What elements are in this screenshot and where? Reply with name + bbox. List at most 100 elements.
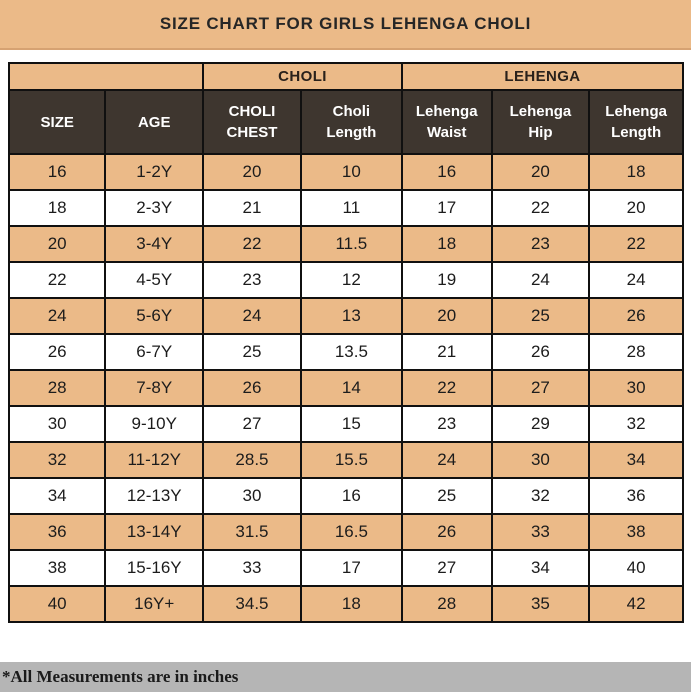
table-cell: 30 bbox=[490, 441, 591, 479]
table-cell: 19 bbox=[400, 261, 493, 299]
column-header-lehenga-waist: Lehenga Waist bbox=[400, 89, 493, 155]
table-row: 22 4-5Y 23 12 19 24 24 bbox=[7, 261, 684, 299]
table-cell: 18 bbox=[588, 153, 684, 191]
table-cell: 16 bbox=[7, 153, 107, 191]
table-row: 26 6-7Y 25 13.5 21 26 28 bbox=[7, 333, 684, 371]
table-cell: 9-10Y bbox=[104, 405, 205, 443]
table-cell: 20 bbox=[202, 153, 302, 191]
table-cell: 18 bbox=[400, 225, 493, 263]
table-cell: 33 bbox=[490, 513, 591, 551]
table-row: 20 3-4Y 22 11.5 18 23 22 bbox=[7, 225, 684, 263]
title-banner: SIZE CHART FOR GIRLS LEHENGA CHOLI bbox=[0, 0, 691, 50]
table-cell: 26 bbox=[490, 333, 591, 371]
table-cell: 22 bbox=[588, 225, 684, 263]
table-cell: 22 bbox=[7, 261, 107, 299]
table-cell: 38 bbox=[588, 513, 684, 551]
table-cell: 20 bbox=[7, 225, 107, 263]
table-cell: 32 bbox=[7, 441, 107, 479]
table-cell: 40 bbox=[7, 585, 107, 623]
table-cell: 22 bbox=[400, 369, 493, 407]
column-header-size: SIZE bbox=[7, 89, 107, 155]
column-header-row: SIZE AGE CHOLI CHEST Choli Length Lehenga Wa… bbox=[7, 89, 684, 155]
table-cell: 10 bbox=[299, 153, 403, 191]
table-cell: 21 bbox=[202, 189, 302, 227]
table-cell: 12 bbox=[299, 261, 403, 299]
table-cell: 42 bbox=[588, 585, 684, 623]
table-cell: 34 bbox=[588, 441, 684, 479]
table-cell: 16Y+ bbox=[104, 585, 205, 623]
table-cell: 30 bbox=[588, 369, 684, 407]
table-cell: 14 bbox=[299, 369, 403, 407]
table-cell: 20 bbox=[588, 189, 684, 227]
column-header-lehenga-length: Lehenga Length bbox=[588, 89, 684, 155]
table-cell: 24 bbox=[400, 441, 493, 479]
table-cell: 15-16Y bbox=[104, 549, 205, 587]
table-cell: 23 bbox=[400, 405, 493, 443]
table-cell: 11.5 bbox=[299, 225, 403, 263]
group-header-row: CHOLI LEHENGA bbox=[7, 62, 685, 91]
table-cell: 23 bbox=[202, 261, 302, 299]
table-cell: 28 bbox=[7, 369, 107, 407]
column-header-age: AGE bbox=[104, 89, 205, 155]
table-cell: 29 bbox=[490, 405, 591, 443]
table-cell: 3-4Y bbox=[104, 225, 205, 263]
table-cell: 12-13Y bbox=[104, 477, 205, 515]
table-cell: 32 bbox=[588, 405, 684, 443]
table-cell: 27 bbox=[202, 405, 302, 443]
column-header-lehenga-hip: Lehenga Hip bbox=[490, 89, 591, 155]
table-cell: 25 bbox=[490, 297, 591, 335]
table-cell: 27 bbox=[490, 369, 591, 407]
table-cell: 17 bbox=[299, 549, 403, 587]
table-cell: 26 bbox=[588, 297, 684, 335]
table-body: 16 1-2Y 20 10 16 20 18 18 2-3Y 21 11 17 22 20 20 3-4Y 22… bbox=[7, 153, 684, 623]
table-cell: 24 bbox=[7, 297, 107, 335]
table-cell: 23 bbox=[490, 225, 591, 263]
table-cell: 7-8Y bbox=[104, 369, 205, 407]
table-row: 38 15-16Y 33 17 27 34 40 bbox=[7, 549, 684, 587]
table-cell: 31.5 bbox=[202, 513, 302, 551]
table-cell: 36 bbox=[7, 513, 107, 551]
table-cell: 15 bbox=[299, 405, 403, 443]
table-cell: 13 bbox=[299, 297, 403, 335]
table-cell: 6-7Y bbox=[104, 333, 205, 371]
table-cell: 24 bbox=[202, 297, 302, 335]
table-row: 24 5-6Y 24 13 20 25 26 bbox=[7, 297, 684, 335]
table-cell: 24 bbox=[490, 261, 591, 299]
table-cell: 1-2Y bbox=[104, 153, 205, 191]
table-cell: 16.5 bbox=[299, 513, 403, 551]
table-cell: 16 bbox=[299, 477, 403, 515]
table-cell: 30 bbox=[7, 405, 107, 443]
table-cell: 34.5 bbox=[202, 585, 302, 623]
table-cell: 25 bbox=[400, 477, 493, 515]
table-row: 34 12-13Y 30 16 25 32 36 bbox=[7, 477, 684, 515]
table-cell: 28 bbox=[400, 585, 493, 623]
table-cell: 11-12Y bbox=[104, 441, 205, 479]
table-cell: 16 bbox=[400, 153, 493, 191]
table-cell: 34 bbox=[7, 477, 107, 515]
table-cell: 13-14Y bbox=[104, 513, 205, 551]
table-cell: 18 bbox=[7, 189, 107, 227]
table-cell: 17 bbox=[400, 189, 493, 227]
table-cell: 28 bbox=[588, 333, 684, 371]
table-row: 16 1-2Y 20 10 16 20 18 bbox=[7, 153, 684, 191]
table-cell: 26 bbox=[202, 369, 302, 407]
table-cell: 34 bbox=[490, 549, 591, 587]
group-header-choli: CHOLI bbox=[202, 62, 403, 91]
table-row: 40 16Y+ 34.5 18 28 35 42 bbox=[7, 585, 684, 623]
table-cell: 28.5 bbox=[202, 441, 302, 479]
table-cell: 32 bbox=[490, 477, 591, 515]
table-row: 32 11-12Y 28.5 15.5 24 30 34 bbox=[7, 441, 684, 479]
table-cell: 15.5 bbox=[299, 441, 403, 479]
table-cell: 5-6Y bbox=[104, 297, 205, 335]
group-header-blank bbox=[7, 62, 205, 91]
table-cell: 26 bbox=[7, 333, 107, 371]
page-title: SIZE CHART FOR GIRLS LEHENGA CHOLI bbox=[159, 14, 532, 33]
table-row: 36 13-14Y 31.5 16.5 26 33 38 bbox=[7, 513, 684, 551]
table-cell: 26 bbox=[400, 513, 493, 551]
table-cell: 2-3Y bbox=[104, 189, 205, 227]
table-cell: 13.5 bbox=[299, 333, 403, 371]
table-cell: 35 bbox=[490, 585, 591, 623]
table-cell: 25 bbox=[202, 333, 302, 371]
table-cell: 38 bbox=[7, 549, 107, 587]
table-cell: 24 bbox=[588, 261, 684, 299]
